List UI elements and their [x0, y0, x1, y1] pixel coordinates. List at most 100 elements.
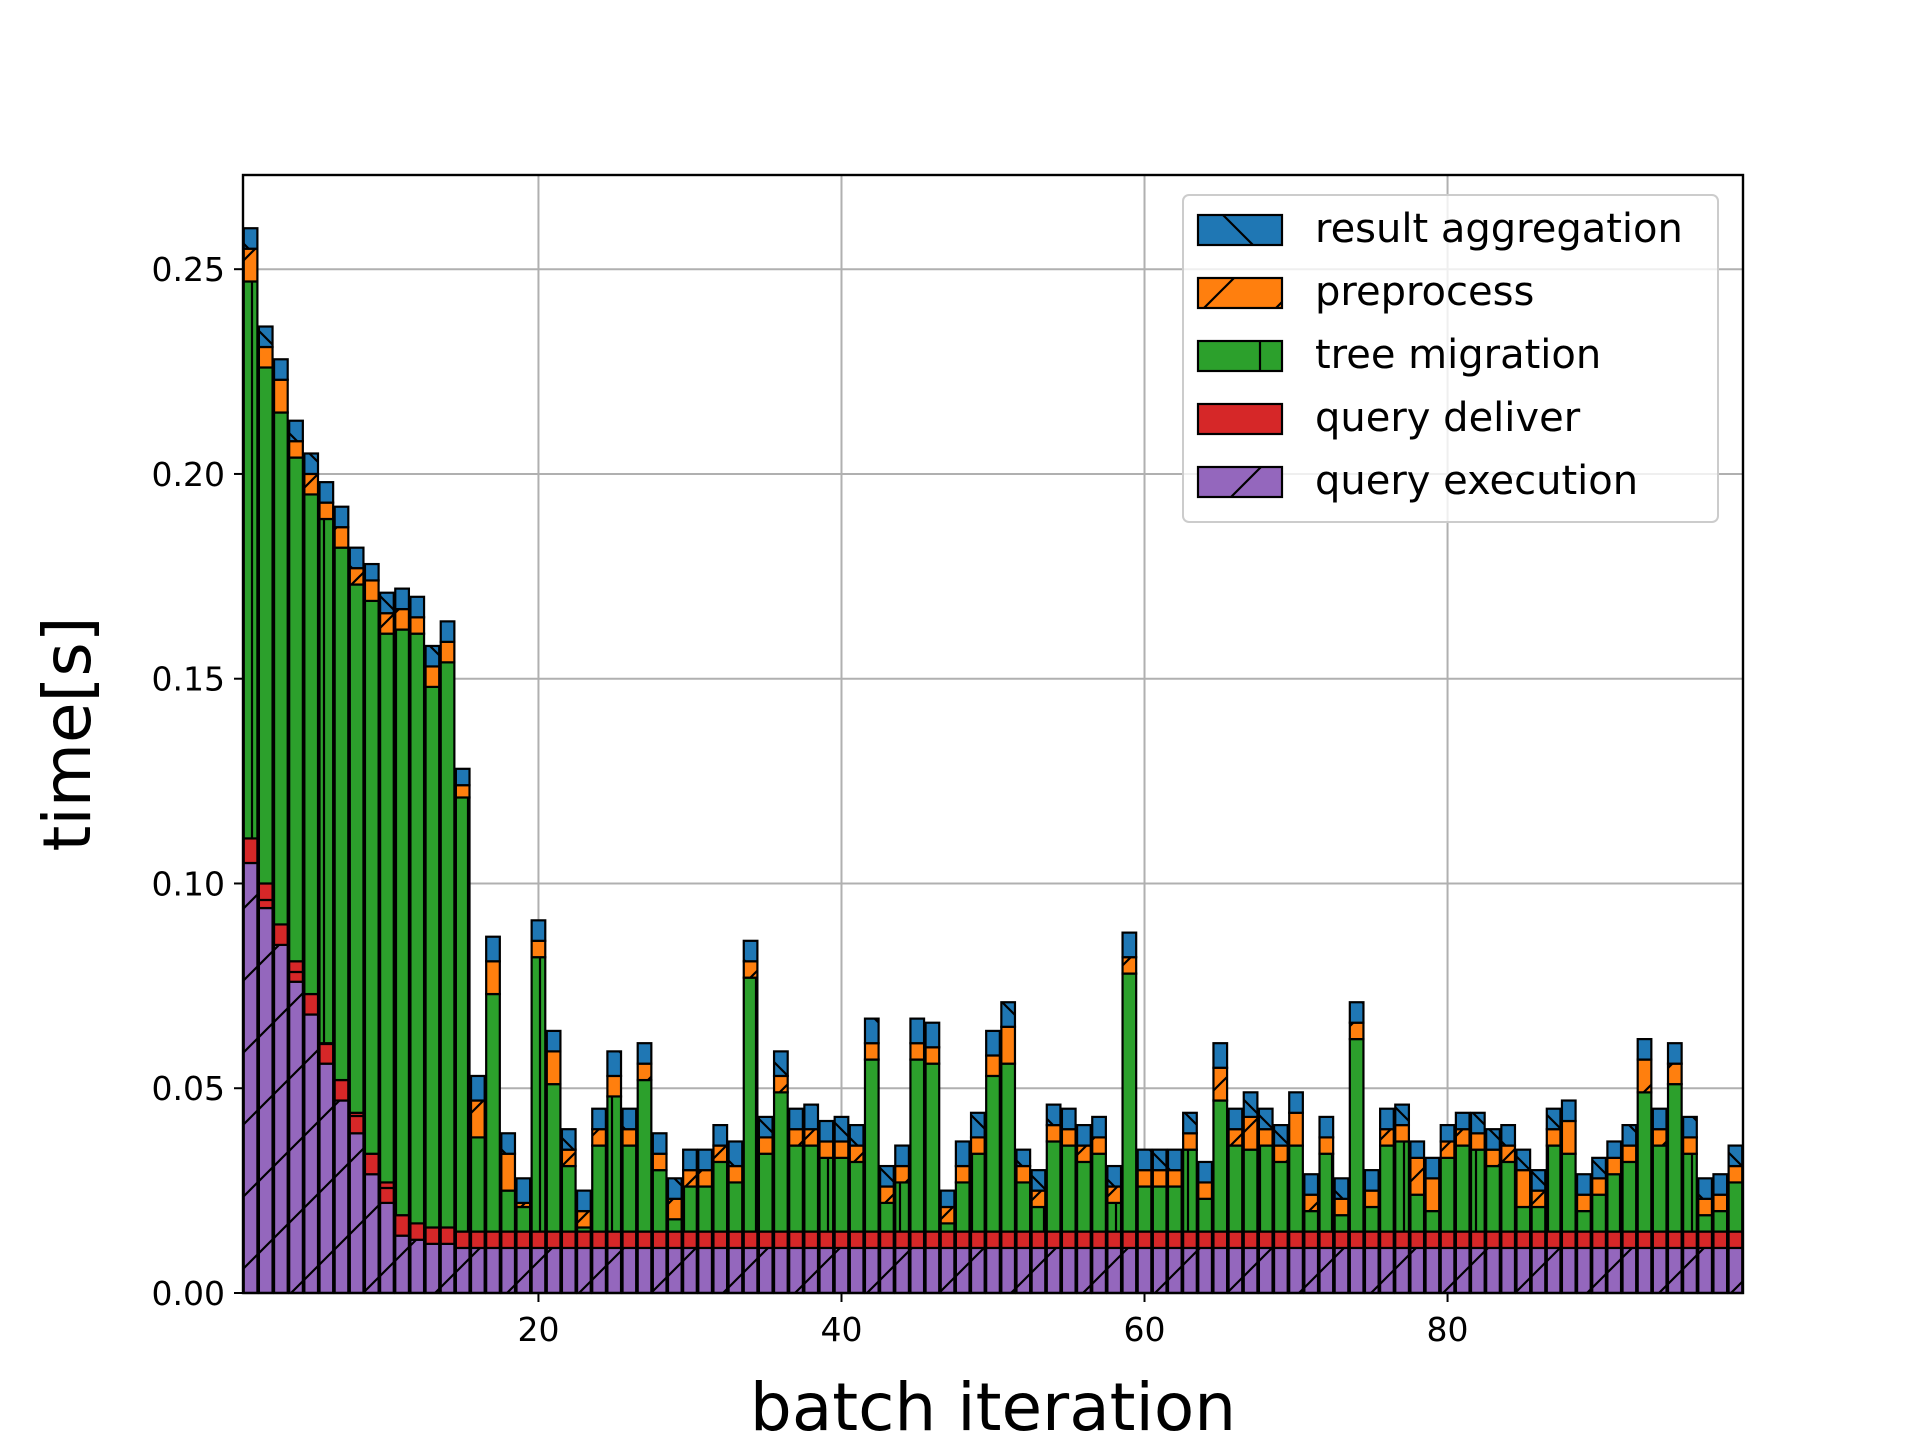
y-axis-label: time[s]	[29, 617, 106, 852]
bar-segment	[379, 632, 395, 1184]
bar-segment	[1469, 1230, 1486, 1250]
bar-segment	[303, 452, 320, 476]
bar-segment	[1106, 1246, 1123, 1295]
bar-segment	[954, 1140, 971, 1168]
bar-segment	[1606, 1156, 1623, 1176]
legend-label: result aggregation	[1315, 206, 1683, 252]
legend: result aggregation preprocess tree migrati…	[1182, 194, 1719, 523]
bar-segment	[303, 472, 320, 496]
bar-segment	[1091, 1136, 1107, 1155]
bar-segment	[485, 960, 501, 996]
bar-segment	[1151, 1148, 1168, 1172]
bar-segment	[1212, 1066, 1229, 1102]
bar-segment	[530, 1230, 547, 1250]
bar-segment	[348, 1111, 365, 1135]
bar-segment	[454, 1230, 471, 1250]
bar-segment	[409, 1238, 426, 1295]
bar-segment	[1151, 1169, 1168, 1188]
bar-segment	[954, 1246, 971, 1295]
bar-segment	[1333, 1230, 1350, 1250]
bar-segment	[909, 1042, 926, 1061]
bar-segment	[848, 1246, 865, 1295]
bar-segment	[288, 980, 304, 1295]
bar-segment	[606, 1246, 623, 1295]
bar-segment	[818, 1246, 835, 1295]
bar-segment	[394, 1214, 411, 1237]
bar-segment	[318, 1062, 335, 1295]
bar-segment	[1166, 1246, 1183, 1295]
bar-segment	[1060, 1107, 1077, 1131]
bar-segment	[985, 1029, 1001, 1057]
bar-segment	[1379, 1107, 1395, 1131]
bar-segment	[515, 1246, 532, 1295]
bar-segment	[1424, 1209, 1441, 1233]
bar-segment	[772, 1246, 789, 1295]
bar-segment	[1303, 1246, 1320, 1295]
bar-segment	[1075, 1230, 1092, 1250]
bar-segment	[333, 1099, 350, 1295]
bar-segment	[1454, 1111, 1471, 1131]
bar-segment	[348, 583, 365, 1114]
bar-segment	[1333, 1246, 1350, 1295]
bar-segment	[894, 1181, 911, 1233]
bar-segment	[969, 1152, 986, 1233]
bar-segment	[1348, 1246, 1365, 1295]
bar-segment	[757, 1230, 774, 1250]
bar-segment	[1485, 1230, 1501, 1250]
bar-segment	[303, 493, 320, 996]
bar-segment	[1545, 1230, 1562, 1250]
bar-segment	[1697, 1246, 1714, 1295]
bar-segment	[1379, 1128, 1395, 1147]
bar-segment	[1106, 1230, 1123, 1250]
bar-segment	[439, 640, 456, 664]
bar-segment	[242, 247, 259, 283]
bar-segment	[1182, 1148, 1198, 1233]
bar-segment	[969, 1230, 986, 1250]
bar-segment	[727, 1246, 744, 1295]
bar-segment	[788, 1144, 804, 1233]
bar-segment	[1682, 1152, 1698, 1233]
bar-segment	[1197, 1230, 1214, 1250]
bar-segment	[394, 587, 411, 611]
bar-segment	[1318, 1136, 1335, 1155]
bar-segment	[1272, 1144, 1289, 1164]
bar-segment	[1091, 1230, 1107, 1250]
bar-segment	[1136, 1185, 1153, 1233]
bar-segment	[1333, 1177, 1350, 1200]
bar-segment	[1621, 1246, 1638, 1295]
bar-segment	[1606, 1173, 1623, 1233]
bar-segment	[515, 1230, 532, 1250]
bar-segment	[1106, 1201, 1123, 1233]
bar-segment	[909, 1246, 926, 1295]
bar-segment	[772, 1074, 789, 1094]
bar-segment	[1454, 1246, 1471, 1295]
bar-segment	[1439, 1246, 1456, 1295]
bar-segment	[1318, 1230, 1335, 1250]
bar-segment	[712, 1246, 729, 1295]
bar-segment	[879, 1164, 895, 1188]
bar-segment	[1727, 1144, 1744, 1168]
bar-segment	[803, 1103, 820, 1131]
x-tick-label: 60	[1124, 1310, 1166, 1349]
bar-segment	[1636, 1037, 1653, 1061]
bar-segment	[1606, 1140, 1623, 1159]
bar-segment	[894, 1246, 911, 1295]
bar-segment	[818, 1156, 835, 1233]
bar-segment	[939, 1222, 956, 1233]
bar-segment	[257, 325, 274, 349]
bar-segment	[772, 1050, 789, 1078]
bar-segment	[424, 1226, 441, 1245]
bar-segment	[1530, 1205, 1547, 1233]
legend-swatch	[1196, 213, 1284, 247]
bar-segment	[1091, 1152, 1107, 1233]
bar-segment	[257, 366, 274, 885]
bar-segment	[1242, 1115, 1259, 1151]
bar-segment	[591, 1107, 607, 1131]
bar-segment	[651, 1246, 668, 1295]
bar-segment	[1303, 1209, 1320, 1233]
bar-segment	[606, 1230, 623, 1250]
bar-segment	[1212, 1230, 1229, 1250]
bar-segment	[1182, 1111, 1198, 1135]
